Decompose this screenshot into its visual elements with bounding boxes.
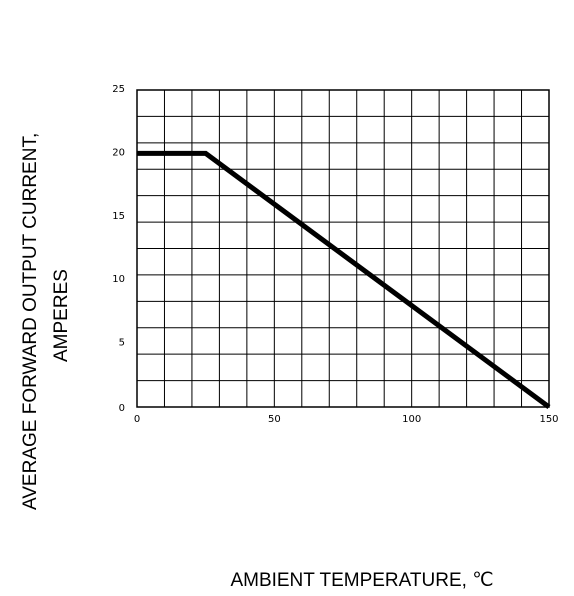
y-tick-label: 25 — [112, 84, 125, 95]
y-tick-labels: 0 5 10 15 20 25 — [112, 84, 125, 414]
x-tick-label: 150 — [539, 414, 558, 425]
x-tick-label: 0 — [134, 414, 140, 425]
x-axis-title: AMBIENT TEMPERATURE, ℃ — [230, 570, 493, 591]
x-tick-label: 50 — [268, 414, 281, 425]
y-tick-label: 20 — [112, 147, 125, 158]
y-tick-label: 5 — [119, 338, 125, 349]
grid-lines — [137, 90, 549, 407]
y-tick-label: 0 — [119, 403, 125, 414]
x-tick-labels: 0 50 100 150 — [134, 414, 559, 425]
derating-curve — [137, 150, 551, 410]
x-tick-label: 100 — [402, 414, 421, 425]
plot-border — [136, 89, 550, 408]
y-tick-label: 10 — [112, 274, 125, 285]
y-axis-title-line2: AMPERES — [51, 269, 72, 362]
series-layer — [137, 150, 551, 410]
y-axis-title-line1: AVERAGE FORWARD OUTPUT CURRENT, — [20, 133, 41, 510]
y-tick-label: 15 — [112, 211, 125, 222]
